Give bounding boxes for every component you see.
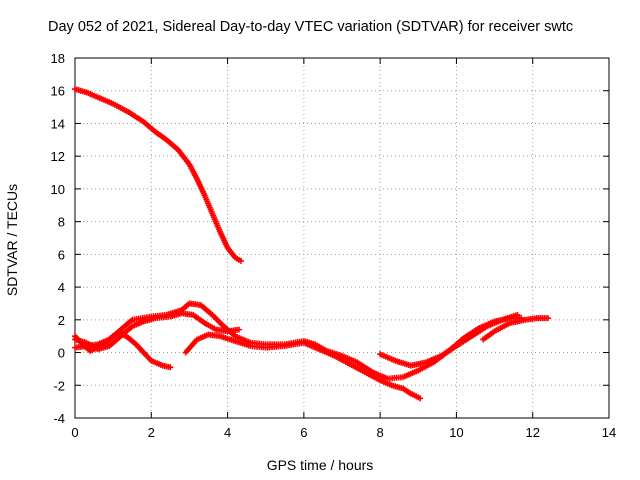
y-tick-label: 0 [58,346,65,361]
x-tick-label: 8 [377,425,384,440]
x-axis-ticks: 0 2 4 6 8 10 12 14 [71,58,616,440]
x-tick-label: 0 [71,425,78,440]
series-arc-4 [72,310,243,353]
y-tick-label: 12 [51,149,65,164]
data-series [72,86,551,402]
y-tick-label: 10 [51,182,65,197]
y-tick-label: 8 [58,215,65,230]
series-arc-1 [72,86,244,264]
data-point [167,364,174,371]
data-point [237,257,244,264]
y-tick-label: 14 [51,116,65,131]
x-tick-label: 12 [525,425,539,440]
x-tick-label: 10 [449,425,463,440]
y-axis-label: SDTVAR / TECUs [4,183,20,297]
chart-title: Day 052 of 2021, Sidereal Day-to-day VTE… [48,19,574,35]
y-tick-label: -4 [53,411,65,426]
y-tick-label: 18 [51,51,65,66]
x-tick-label: 14 [602,425,616,440]
plot-border [74,57,610,419]
data-point [236,326,243,333]
y-tick-label: -2 [53,378,65,393]
data-point [417,395,424,402]
data-point [514,311,521,318]
data-point [544,315,551,322]
plot-frame [74,57,610,419]
x-tick-label: 2 [148,425,155,440]
x-tick-label: 4 [224,425,231,440]
y-tick-label: 4 [58,280,65,295]
x-tick-label: 6 [300,425,307,440]
y-tick-label: 2 [58,313,65,328]
grid-lines [75,58,609,418]
y-axis-ticks: -4 -2 0 2 4 6 8 10 12 14 16 18 [51,51,609,426]
series-arc-7 [480,315,551,343]
x-axis-label: GPS time / hours [266,457,374,473]
y-tick-label: 16 [51,84,65,99]
series-arc-6 [377,311,521,369]
series-arc-5 [182,331,424,402]
y-tick-label: 6 [58,247,65,262]
